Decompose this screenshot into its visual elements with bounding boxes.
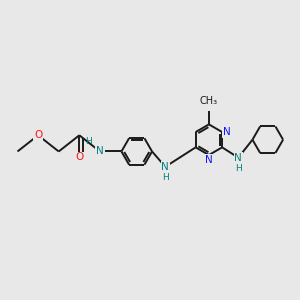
Text: H: H — [235, 164, 242, 173]
Text: H: H — [85, 137, 92, 146]
Text: N: N — [96, 146, 104, 157]
Text: H: H — [162, 173, 169, 182]
Text: N: N — [205, 155, 213, 165]
Text: O: O — [34, 130, 42, 140]
Text: O: O — [75, 152, 83, 162]
Text: N: N — [223, 127, 230, 137]
Text: N: N — [235, 153, 242, 163]
Text: N: N — [161, 162, 169, 172]
Text: CH₃: CH₃ — [200, 96, 218, 106]
